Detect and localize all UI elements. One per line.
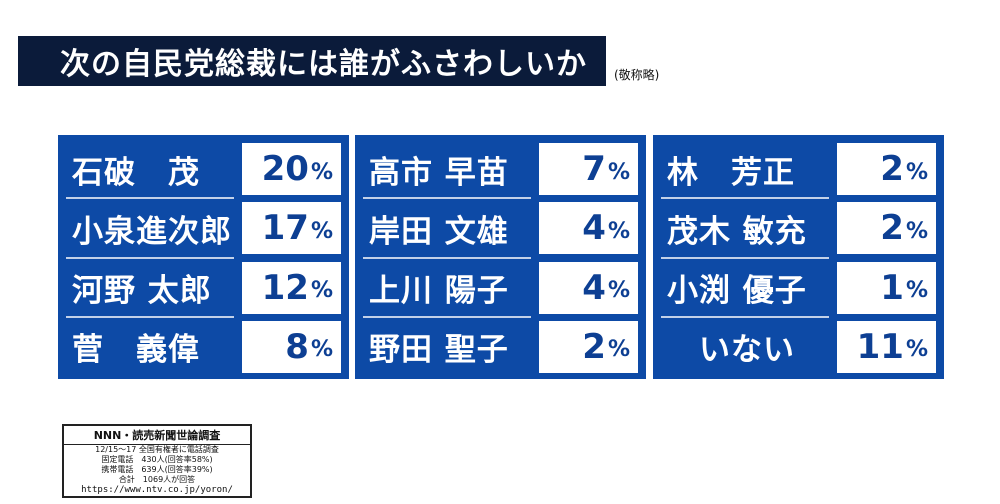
support-value: 20% — [242, 143, 341, 195]
support-value: 2% — [539, 320, 638, 373]
source-title: NNN・読売新聞世論調査 — [64, 426, 250, 445]
percent-unit: % — [607, 159, 630, 185]
results-panel: 林 芳正 2% 茂木 敏充 2% 小渕 優子 1% いない 11% — [653, 135, 944, 379]
support-number: 2 — [880, 149, 904, 189]
candidate-name: 野田 聖子 — [369, 332, 509, 369]
honorifics-note: (敬称略) — [614, 68, 660, 82]
support-number: 20 — [261, 149, 309, 189]
support-value: 2% — [837, 143, 936, 195]
support-value: 11% — [837, 320, 936, 373]
candidate-name: 石破 茂 — [72, 154, 200, 191]
percent-unit: % — [905, 218, 928, 244]
candidate-name: いない — [699, 332, 795, 369]
candidate-name: 上川 陽子 — [369, 273, 509, 310]
support-number: 1 — [880, 267, 904, 308]
percent-unit: % — [310, 278, 333, 304]
support-value: 2% — [837, 202, 936, 255]
source-line: 12/15〜17 全国有権者に電話調査 — [95, 445, 219, 454]
source-line: 合計 1069人が回答 — [118, 475, 196, 484]
support-number: 2 — [880, 208, 904, 249]
source-line: 固定電話 430人(回答率58%) — [101, 455, 213, 464]
percent-unit: % — [905, 159, 928, 185]
percent-unit: % — [310, 337, 333, 363]
percent-unit: % — [607, 278, 630, 304]
table-row: 菅 義偉 8% — [66, 315, 341, 373]
support-value: 7% — [539, 143, 638, 195]
support-number: 17 — [261, 208, 309, 249]
table-row: 上川 陽子 4% — [363, 256, 638, 314]
percent-unit: % — [607, 337, 630, 363]
candidate-name: 茂木 敏充 — [667, 213, 807, 250]
candidate-name: 河野 太郎 — [72, 273, 212, 310]
candidate-name: 小渕 優子 — [667, 273, 807, 310]
source-url: https://www.ntv.co.jp/yoron/ — [81, 485, 233, 495]
percent-unit: % — [905, 337, 928, 363]
candidate-name: 林 芳正 — [667, 154, 795, 191]
source-box: NNN・読売新聞世論調査 12/15〜17 全国有権者に電話調査 固定電話 43… — [62, 424, 252, 498]
support-value: 17% — [242, 202, 341, 255]
table-row: 林 芳正 2% — [661, 143, 936, 195]
candidate-name: 岸田 文雄 — [369, 213, 509, 250]
candidate-name: 小泉進次郎 — [72, 213, 232, 250]
support-value: 8% — [242, 320, 341, 373]
table-row: 河野 太郎 12% — [66, 256, 341, 314]
support-number: 8 — [285, 326, 309, 367]
table-row: 小渕 優子 1% — [661, 256, 936, 314]
percent-unit: % — [905, 278, 928, 304]
table-row: 岸田 文雄 4% — [363, 197, 638, 255]
table-row: 石破 茂 20% — [66, 143, 341, 195]
candidate-name: 菅 義偉 — [72, 332, 200, 369]
support-value: 12% — [242, 261, 341, 314]
table-row: 茂木 敏充 2% — [661, 197, 936, 255]
page-title: 次の自民党総裁には誰がふさわしいか — [60, 47, 587, 82]
percent-unit: % — [310, 218, 333, 244]
support-value: 4% — [539, 261, 638, 314]
percent-unit: % — [310, 159, 333, 185]
table-row: 野田 聖子 2% — [363, 315, 638, 373]
support-value: 1% — [837, 261, 936, 314]
title-bar: 次の自民党総裁には誰がふさわしいか — [18, 36, 606, 86]
table-row: 小泉進次郎 17% — [66, 197, 341, 255]
support-number: 2 — [582, 326, 606, 367]
support-number: 4 — [582, 208, 606, 249]
results-panel: 石破 茂 20% 小泉進次郎 17% 河野 太郎 12% 菅 義偉 8% — [58, 135, 349, 379]
percent-unit: % — [607, 218, 630, 244]
support-value: 4% — [539, 202, 638, 255]
candidate-name: 高市 早苗 — [369, 154, 509, 191]
source-line: 携帯電話 639人(回答率39%) — [101, 465, 213, 474]
results-panel: 高市 早苗 7% 岸田 文雄 4% 上川 陽子 4% 野田 聖子 2% — [355, 135, 646, 379]
table-row: 高市 早苗 7% — [363, 143, 638, 195]
support-number: 4 — [582, 267, 606, 308]
support-number: 12 — [261, 267, 309, 308]
support-number: 7 — [582, 149, 606, 189]
table-row: いない 11% — [661, 315, 936, 373]
support-number: 11 — [856, 326, 904, 367]
